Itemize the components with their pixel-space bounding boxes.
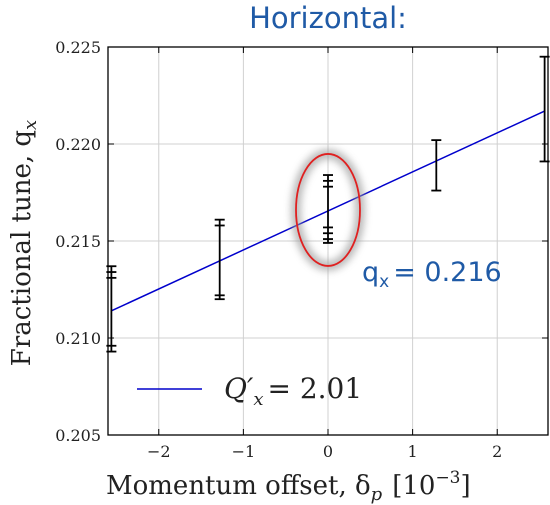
chart-title: Horizontal: <box>249 1 407 35</box>
highlight-layer <box>291 149 365 271</box>
legend-label: Q′x = 2.01 <box>224 372 362 410</box>
highlight-ellipse <box>295 153 361 267</box>
y-tick-label: 0.225 <box>55 38 101 57</box>
y-tick-label: 0.205 <box>55 426 101 445</box>
legend: Q′x = 2.01 <box>137 372 362 410</box>
x-tick-label: 1 <box>408 442 418 461</box>
tick-layer: −2 −1 0 1 2 0.205 0.210 0.215 0.220 0.225 <box>55 38 548 461</box>
x-axis-label: Momentum offset, δp [10−3] <box>106 468 471 505</box>
x-tick-label: −1 <box>232 442 256 461</box>
y-tick-label: 0.220 <box>55 135 101 154</box>
errorbar <box>214 218 225 301</box>
x-tick-label: 2 <box>492 442 502 461</box>
errorbar <box>323 174 333 244</box>
x-tick-label: 0 <box>323 442 333 461</box>
errorbar-layer <box>106 55 550 353</box>
highlight-annotation: qx = 0.216 <box>362 257 502 292</box>
x-tick-label: −2 <box>147 442 171 461</box>
y-tick-label: 0.210 <box>55 329 101 348</box>
y-axis-label: Fractional tune, qx <box>7 120 41 366</box>
errorbar <box>431 139 442 192</box>
y-tick-label: 0.215 <box>55 232 101 251</box>
